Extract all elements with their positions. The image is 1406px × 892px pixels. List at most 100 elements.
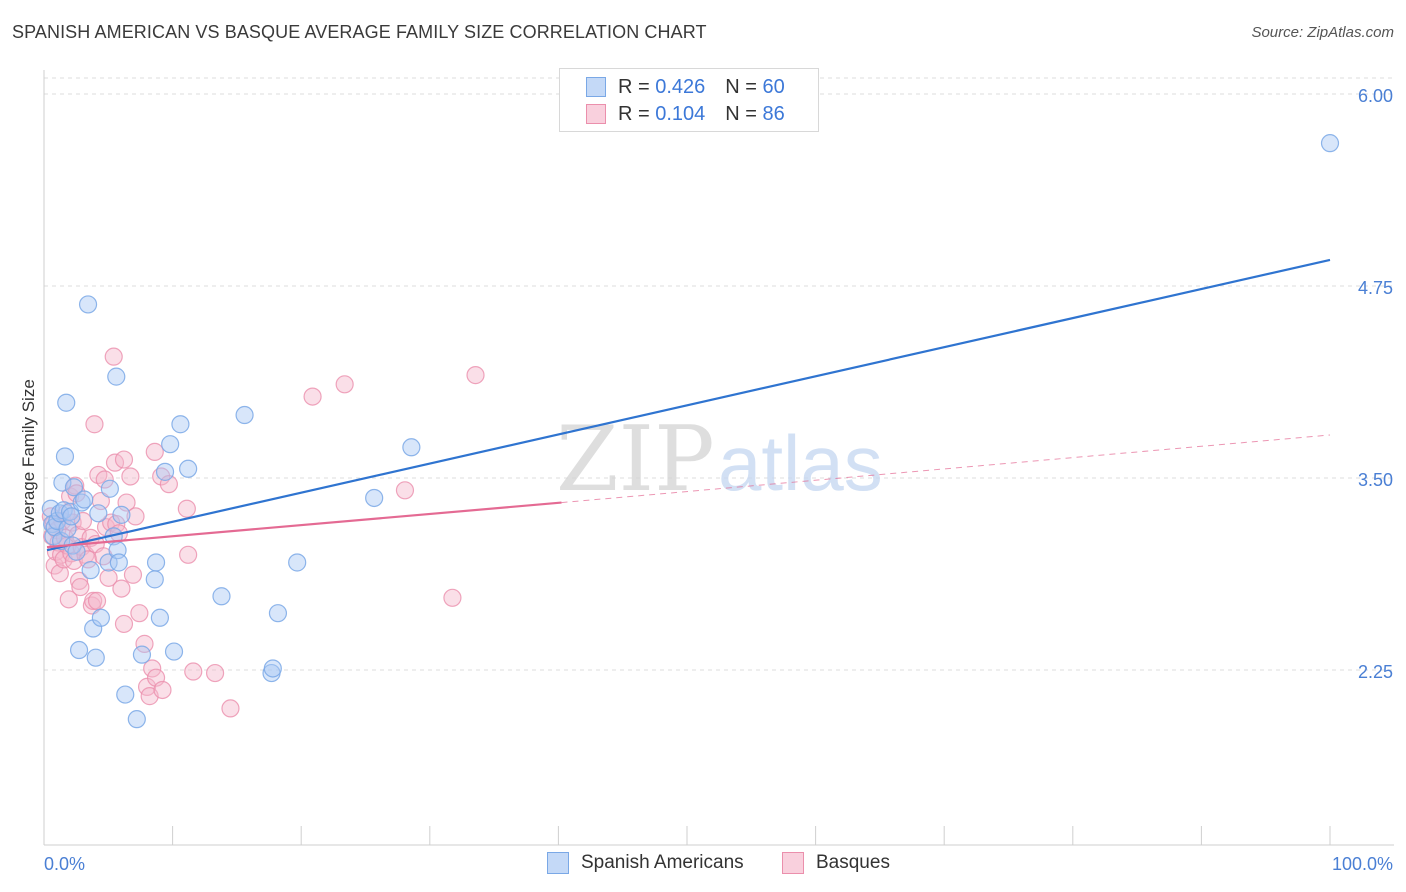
correlation-legend: R = 0.426 N = 60 R = 0.104 N = 86 bbox=[559, 68, 819, 132]
data-point-spanish-americans bbox=[145, 570, 164, 589]
data-point-spanish-americans bbox=[155, 462, 175, 481]
legend-n-label: N = bbox=[725, 75, 757, 98]
data-point-spanish-americans bbox=[53, 473, 72, 492]
data-point-basques bbox=[104, 347, 123, 366]
data-point-spanish-americans bbox=[263, 659, 282, 678]
data-point-spanish-americans bbox=[116, 685, 135, 704]
legend-r-value: 0.426 bbox=[655, 75, 706, 98]
data-point-basques bbox=[84, 591, 103, 610]
legend-item-spanish-americans[interactable]: Spanish Americans bbox=[547, 852, 744, 874]
legend-row-spanish-americans: R = 0.426 N = 60 bbox=[586, 75, 785, 99]
legend-n-label: N = bbox=[725, 102, 757, 125]
legend-row-basques: R = 0.104 N = 86 bbox=[586, 102, 785, 126]
data-point-spanish-americans bbox=[69, 640, 89, 660]
grid-lines bbox=[44, 77, 1394, 671]
data-point-spanish-americans bbox=[179, 459, 198, 478]
legend-n-value: 86 bbox=[762, 102, 785, 125]
data-point-basques bbox=[71, 577, 90, 597]
data-point-spanish-americans bbox=[127, 710, 146, 729]
series-basques bbox=[41, 347, 485, 718]
data-point-basques bbox=[99, 568, 118, 587]
data-point-spanish-americans bbox=[55, 447, 75, 466]
data-point-basques bbox=[395, 481, 415, 500]
data-point-spanish-americans bbox=[212, 587, 231, 606]
data-point-spanish-americans bbox=[81, 561, 100, 580]
data-point-basques bbox=[130, 604, 149, 623]
data-point-basques bbox=[466, 365, 485, 385]
data-point-basques bbox=[69, 571, 89, 591]
data-point-spanish-americans bbox=[78, 295, 98, 314]
legend-swatch-blue bbox=[547, 852, 569, 874]
data-point-spanish-americans bbox=[146, 553, 166, 572]
trend-line-basques bbox=[46, 501, 562, 549]
legend-r-value: 0.104 bbox=[655, 102, 706, 125]
data-point-basques bbox=[59, 590, 78, 609]
data-point-basques bbox=[179, 545, 198, 564]
series-spanish-americans bbox=[41, 134, 1340, 729]
data-point-spanish-americans bbox=[86, 648, 105, 667]
x-tick-label-max: 100.0% bbox=[1332, 854, 1393, 874]
trend-lines bbox=[46, 258, 1331, 552]
data-point-basques bbox=[114, 450, 134, 469]
data-point-basques bbox=[221, 699, 240, 718]
data-point-basques bbox=[205, 663, 225, 683]
watermark-atlas: atlas bbox=[718, 419, 883, 507]
data-point-spanish-americans bbox=[164, 642, 184, 661]
trend-line-spanish-americans bbox=[46, 258, 1331, 552]
chart-title: SPANISH AMERICAN VS BASQUE AVERAGE FAMIL… bbox=[12, 22, 707, 42]
legend-r-label: R = bbox=[618, 75, 650, 98]
data-point-basques bbox=[303, 387, 322, 406]
data-point-spanish-americans bbox=[75, 490, 94, 509]
data-point-spanish-americans bbox=[107, 367, 126, 386]
data-point-basques bbox=[335, 375, 354, 394]
series-legend: Spanish Americans Basques bbox=[0, 852, 1406, 876]
data-point-spanish-americans bbox=[235, 405, 254, 425]
data-point-spanish-americans bbox=[62, 507, 81, 526]
legend-label: Basques bbox=[816, 852, 890, 873]
y-axis-label: Average Family Size bbox=[19, 379, 38, 535]
data-point-spanish-americans bbox=[57, 393, 76, 412]
legend-swatch-pink bbox=[586, 104, 606, 124]
data-point-basques bbox=[112, 579, 131, 598]
data-point-spanish-americans bbox=[100, 479, 119, 498]
y-tick-label: 6.00 bbox=[1358, 86, 1393, 106]
watermark: ZIP atlas bbox=[556, 407, 883, 512]
data-point-spanish-americans bbox=[72, 493, 91, 512]
data-point-basques bbox=[135, 634, 154, 653]
axes bbox=[43, 70, 1394, 846]
y-tick-label: 4.75 bbox=[1358, 278, 1393, 298]
data-point-spanish-americans bbox=[150, 608, 170, 627]
data-point-spanish-americans bbox=[109, 553, 128, 572]
data-point-basques bbox=[121, 467, 140, 486]
watermark-zip: ZIP bbox=[556, 407, 715, 512]
data-point-spanish-americans bbox=[89, 504, 108, 523]
data-point-basques bbox=[184, 662, 203, 681]
data-point-basques bbox=[85, 415, 104, 434]
legend-swatch-pink bbox=[782, 852, 804, 874]
legend-n-value: 60 bbox=[762, 75, 785, 98]
data-point-spanish-americans bbox=[99, 553, 118, 572]
data-point-basques bbox=[177, 499, 196, 518]
tick-labels: 2.25 3.50 4.75 6.00 0.0% 100.0% bbox=[44, 86, 1393, 874]
data-point-spanish-americans bbox=[132, 645, 152, 664]
y-tick-label: 2.25 bbox=[1358, 662, 1393, 682]
y-tick-label: 3.50 bbox=[1358, 470, 1393, 490]
data-point-basques bbox=[114, 614, 134, 634]
data-point-basques bbox=[95, 470, 114, 489]
data-point-spanish-americans bbox=[161, 435, 180, 454]
legend-r-label: R = bbox=[618, 102, 650, 125]
data-point-spanish-americans bbox=[112, 505, 131, 524]
x-tick-label-min: 0.0% bbox=[44, 854, 85, 874]
data-point-spanish-americans bbox=[365, 488, 384, 508]
data-point-spanish-americans bbox=[64, 478, 84, 497]
data-point-spanish-americans bbox=[171, 415, 190, 434]
legend-item-basques[interactable]: Basques bbox=[782, 852, 890, 874]
data-point-spanish-americans bbox=[268, 604, 288, 623]
data-point-basques bbox=[143, 659, 162, 678]
data-point-basques bbox=[50, 564, 69, 583]
data-point-spanish-americans bbox=[1320, 134, 1340, 153]
data-point-basques bbox=[73, 511, 93, 531]
data-point-basques bbox=[89, 465, 108, 485]
data-point-basques bbox=[153, 680, 172, 700]
